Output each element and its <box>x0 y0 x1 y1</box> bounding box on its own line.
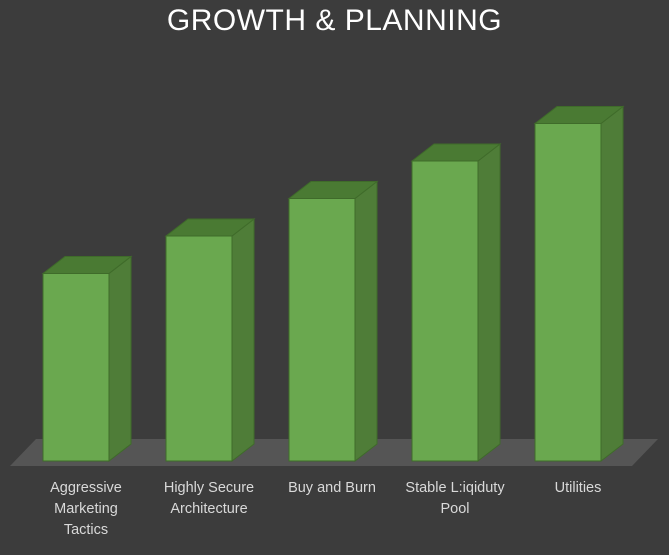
bar-2 <box>164 217 256 463</box>
category-label-line: Highly Secure <box>164 480 254 496</box>
bar-3 <box>287 180 379 463</box>
category-label-line: Marketing <box>54 501 118 517</box>
category-label-3: Buy and Burn <box>288 480 376 496</box>
bar-front-face <box>411 160 479 462</box>
bar-5 <box>533 105 625 463</box>
bar-side-face <box>600 105 624 463</box>
bar-front-face <box>42 273 110 462</box>
category-label-line: Architecture <box>170 501 247 517</box>
category-label-line: Aggressive <box>50 480 122 496</box>
category-label-4: Stable L:iqiduty Pool <box>405 480 505 517</box>
category-label-line: Stable L:iqiduty <box>405 480 505 496</box>
bar-side-face <box>354 180 378 463</box>
bar-4 <box>410 142 502 463</box>
category-label-2: Highly Secure Architecture <box>164 480 254 517</box>
bar-side-face <box>477 142 501 463</box>
category-label-1: Aggressive Marketing Tactics <box>50 480 122 538</box>
chart-title: GROWTH & PLANNING <box>166 4 503 37</box>
bar-front-face <box>288 198 356 462</box>
category-label-line: Buy and Burn <box>288 480 376 496</box>
category-label-5: Utilities <box>555 480 602 496</box>
bar-side-face <box>108 255 132 463</box>
bar-front-face <box>534 123 602 462</box>
bar-1 <box>41 255 133 463</box>
category-label-line: Pool <box>440 501 469 517</box>
category-label-line: Tactics <box>64 522 108 538</box>
bar-side-face <box>231 217 255 463</box>
category-label-line: Utilities <box>555 480 602 496</box>
bar-front-face <box>165 235 233 462</box>
